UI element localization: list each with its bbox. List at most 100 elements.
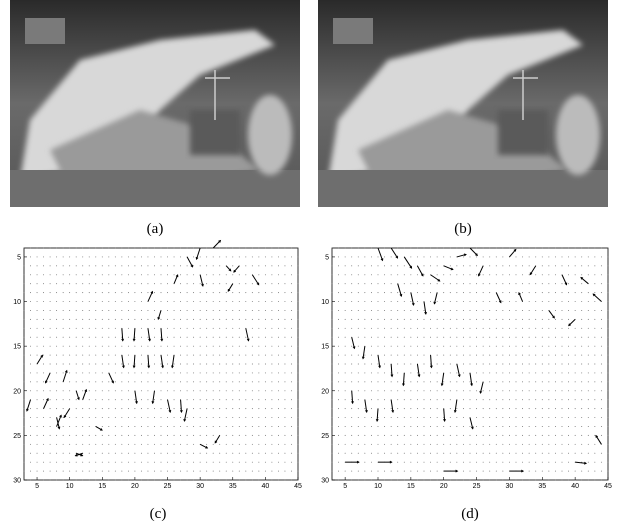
grid-dot	[49, 274, 51, 276]
grid-dot	[502, 345, 504, 347]
grid-dot	[43, 265, 45, 267]
grid-dot	[541, 381, 543, 383]
grid-dot	[410, 345, 412, 347]
grid-dot	[541, 354, 543, 356]
arrow	[351, 337, 356, 350]
grid-dot	[30, 443, 31, 445]
grid-dot	[568, 301, 570, 302]
grid-dot	[600, 372, 602, 374]
grid-dot	[344, 443, 346, 445]
grid-dot	[88, 434, 90, 436]
grid-dot	[258, 434, 260, 436]
grid-dot	[297, 381, 299, 383]
arrow	[345, 460, 360, 464]
grid-dot	[403, 274, 405, 276]
grid-dot	[167, 265, 168, 267]
grid-dot	[62, 354, 64, 356]
grid-dot	[180, 310, 182, 311]
grid-dot	[245, 479, 247, 481]
grid-dot	[49, 434, 51, 436]
grid-dot	[436, 274, 438, 276]
grid-dot	[30, 283, 31, 285]
grid-dot	[212, 354, 214, 356]
grid-dot	[541, 417, 543, 418]
arrow-head	[160, 338, 164, 342]
grid-dot	[154, 292, 155, 294]
grid-dot	[344, 417, 346, 418]
grid-dot	[515, 390, 517, 392]
grid-dot	[193, 479, 195, 481]
grid-dot	[297, 336, 299, 338]
grid-dot	[75, 327, 77, 329]
grid-dot	[69, 301, 71, 302]
grid-dot	[390, 381, 392, 383]
grid-dot	[245, 345, 247, 347]
arrow-head	[592, 293, 596, 297]
grid-dot	[277, 470, 279, 472]
grid-dot	[568, 345, 570, 347]
grid-dot	[469, 399, 471, 401]
grid-dot	[522, 283, 524, 285]
grid-dot	[535, 434, 537, 436]
x-tick-label: 10	[66, 483, 74, 490]
arrow-head	[479, 390, 483, 394]
grid-dot	[384, 479, 386, 481]
grid-dot	[522, 327, 524, 329]
grid-dot	[193, 381, 195, 383]
arrow	[443, 408, 446, 422]
arrow	[212, 239, 222, 249]
grid-dot	[390, 417, 392, 418]
arrow	[469, 247, 478, 257]
grid-dot	[416, 301, 418, 302]
grid-dot	[284, 336, 286, 338]
grid-dot	[502, 426, 504, 427]
grid-dot	[291, 426, 292, 427]
grid-dot	[284, 390, 286, 392]
arrow-head	[457, 374, 461, 378]
grid-dot	[180, 372, 182, 374]
grid-dot	[489, 345, 491, 347]
grid-dot	[574, 417, 576, 418]
grid-dot	[258, 247, 260, 249]
grid-dot	[114, 247, 116, 249]
grid-dot	[49, 461, 51, 463]
grid-dot	[508, 399, 510, 401]
grid-dot	[180, 283, 182, 285]
grid-dot	[23, 452, 25, 454]
arrow	[167, 399, 172, 413]
grid-dot	[245, 274, 247, 276]
grid-dot	[232, 247, 234, 249]
arrow	[225, 265, 232, 272]
grid-dot	[430, 372, 432, 374]
grid-dot	[127, 292, 129, 294]
grid-dot	[225, 310, 227, 311]
grid-dot	[456, 318, 458, 320]
grid-dot	[277, 327, 279, 329]
arrow	[160, 328, 164, 342]
grid-dot	[88, 310, 90, 311]
grid-dot	[127, 354, 129, 356]
grid-dot	[245, 390, 247, 392]
grid-dot	[449, 354, 451, 356]
grid-dot	[541, 247, 543, 249]
grid-dot	[338, 327, 340, 329]
grid-dot	[522, 372, 524, 374]
grid-dot	[581, 354, 583, 356]
grid-dot	[390, 443, 392, 445]
grid-dot	[88, 452, 90, 454]
grid-dot	[377, 345, 379, 347]
grid-dot	[49, 292, 51, 294]
arrow-head	[437, 278, 441, 282]
grid-dot	[469, 310, 471, 311]
grid-dot	[225, 318, 227, 320]
arrow-head	[453, 409, 457, 414]
grid-dot	[541, 434, 543, 436]
grid-dot	[134, 274, 136, 276]
arrow-shaft	[196, 247, 201, 260]
grid-dot	[561, 247, 563, 249]
grid-dot	[264, 470, 266, 472]
grid-dot	[338, 301, 340, 302]
grid-dot	[69, 399, 71, 401]
grid-dot	[384, 265, 386, 267]
grid-dot	[377, 426, 379, 427]
